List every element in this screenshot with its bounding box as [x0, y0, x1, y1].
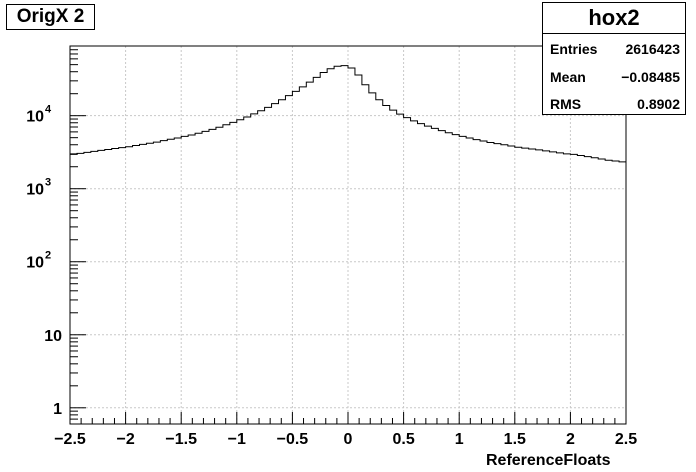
x-axis: −2.5 −2 −1.5 −1 −0.5 0 0.5 1 1.5 2 2.5 [54, 412, 637, 448]
plot-title-box: OrigX 2 [6, 4, 95, 30]
stats-value-rms: 0.8902 [637, 96, 680, 112]
grid-lines [69, 46, 627, 424]
stats-row-entries: Entries 2616423 [543, 35, 685, 62]
y-tick-exponent: 2 [45, 250, 51, 262]
x-tick-label: −2.5 [54, 431, 86, 448]
stats-label-entries: Entries [550, 41, 598, 57]
stats-box: hox2 Entries 2616423 Mean −0.08485 RMS 0… [542, 2, 686, 115]
x-tick-label: 2.5 [615, 431, 637, 448]
x-tick-label: −1 [228, 431, 246, 448]
x-tick-label: −1.5 [165, 431, 197, 448]
x-tick-label: 2 [566, 431, 575, 448]
y-tick-label: 10 [26, 109, 44, 126]
y-tick-label: 10 [26, 182, 44, 199]
stats-label-mean: Mean [550, 69, 586, 85]
x-tick-label: 1 [455, 431, 464, 448]
x-tick-label: 1.5 [504, 431, 526, 448]
stats-histogram-name: hox2 [543, 3, 685, 34]
x-tick-label: 0 [344, 431, 353, 448]
y-tick-exponent: 3 [45, 177, 51, 189]
x-tick-label: 0.5 [392, 431, 414, 448]
x-tick-label: −0.5 [277, 431, 309, 448]
stats-value-mean: −0.08485 [621, 69, 680, 85]
histogram-line [70, 65, 627, 424]
stats-row-rms: RMS 0.8902 [543, 90, 685, 117]
y-tick-label: 10 [44, 328, 62, 345]
x-tick-label: −2 [116, 431, 134, 448]
stats-label-rms: RMS [550, 96, 582, 112]
plot-title: OrigX 2 [16, 6, 85, 27]
y-tick-label: 1 [53, 401, 62, 418]
y-tick-label: 10 [26, 255, 44, 272]
stats-row-mean: Mean −0.08485 [543, 63, 685, 90]
y-tick-exponent: 4 [45, 104, 52, 116]
stats-value-entries: 2616423 [625, 41, 680, 57]
x-axis-title: ReferenceFloats [486, 452, 611, 469]
